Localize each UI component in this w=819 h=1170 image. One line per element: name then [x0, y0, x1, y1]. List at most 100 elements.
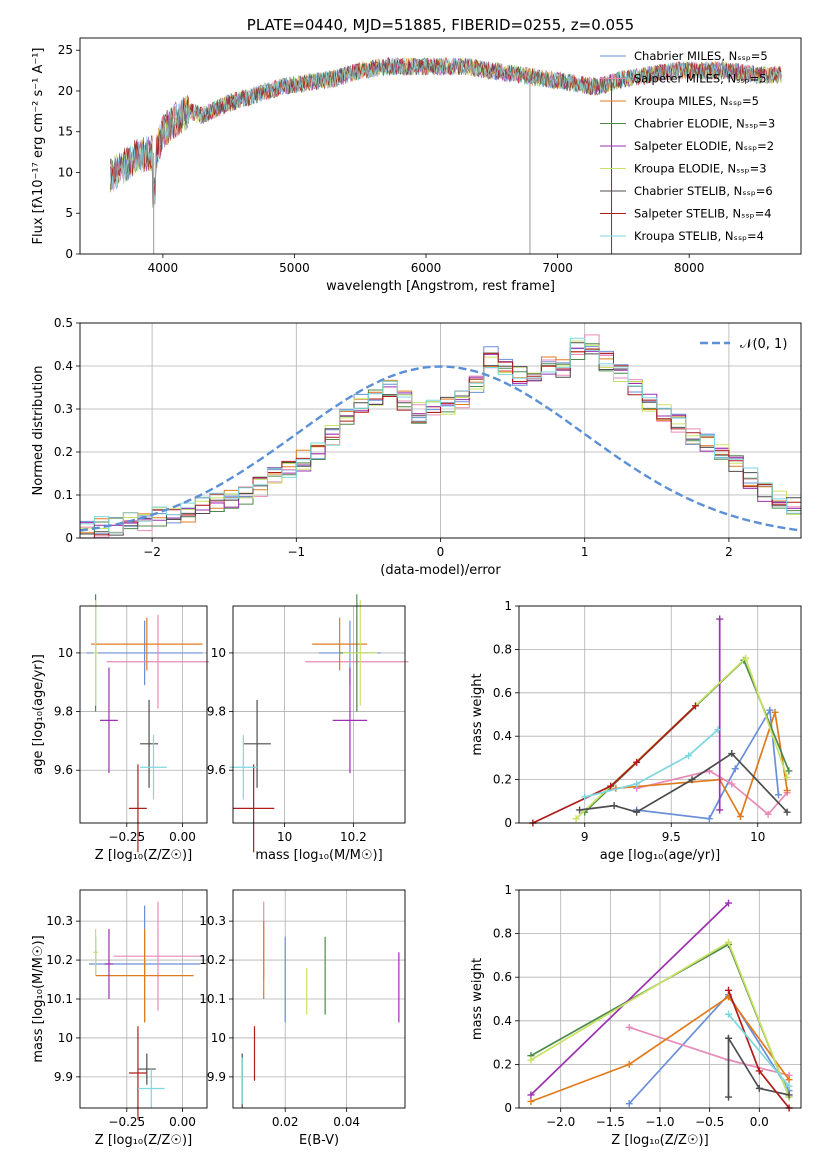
weight-marker — [691, 702, 699, 710]
y-axis-label: mass weight — [470, 673, 485, 755]
y-tick-label: 9.9 — [54, 1070, 73, 1084]
axes-frame — [79, 605, 208, 824]
weight-marker — [731, 765, 739, 773]
weight-marker — [775, 791, 783, 799]
y-tick-label: 15 — [58, 125, 73, 139]
x-tick-label: −1.0 — [645, 1115, 674, 1129]
y-tick-label: 9.8 — [207, 705, 226, 719]
y-tick-label: 10.1 — [199, 992, 226, 1006]
y-tick-label: 10.3 — [199, 914, 226, 928]
weight-marker — [725, 1093, 733, 1101]
normal-curve — [79, 365, 802, 532]
weight-marker — [725, 938, 733, 946]
axes-frame — [232, 605, 406, 824]
y-tick-label: 25 — [58, 43, 73, 57]
weight-marker — [625, 1023, 633, 1031]
legend-entry: Kroupa ELODIE, Nₛₛₚ=3 — [634, 162, 767, 176]
x-tick-label: −0.25 — [108, 830, 145, 844]
x-tick-label: 5000 — [279, 261, 310, 275]
x-tick-label: −2.0 — [546, 1115, 575, 1129]
x-axis-label: Z [log₁₀(Z/Z☉)] — [95, 1133, 192, 1148]
panel-8: −2.0 −1.5 −1.0 −0.5 0.0 0 0.2 0.4 0.6 0.8 1 Z [log₁… — [470, 883, 802, 1148]
x-tick-label: 0.02 — [272, 1115, 299, 1129]
weight-line — [636, 769, 788, 816]
weight-marker — [755, 1084, 763, 1092]
weight-marker — [728, 780, 736, 788]
panel-2: −2 −1 0 1 2 0 0.1 0.2 0.3 0.4 0.5 (data-model)/erro… — [31, 316, 802, 578]
x-tick-label: 1 — [581, 545, 589, 559]
y-tick-label: 0.4 — [493, 1014, 512, 1028]
y-tick-label: 20 — [58, 84, 73, 98]
y-tick-label: 0 — [65, 531, 73, 545]
legend-entry: Kroupa MILES, Nₛₛₚ=5 — [634, 94, 759, 108]
legend-entry: 𝒩(0, 1) — [740, 337, 787, 352]
x-tick-label: 4000 — [148, 261, 179, 275]
plot-area — [79, 334, 802, 539]
x-tick-label: 7000 — [542, 261, 573, 275]
panel-1: 4000 5000 6000 7000 8000 0 5 10 15 20 25 wavelength… — [31, 16, 802, 294]
x-tick-label: 0.00 — [169, 1115, 196, 1129]
spectrum-line — [110, 56, 782, 209]
weight-line — [532, 705, 697, 824]
axes-frame — [518, 889, 802, 1109]
y-tick-label: 0.6 — [493, 686, 512, 700]
y-tick-label: 10.2 — [46, 953, 73, 967]
weight-marker — [607, 782, 615, 790]
y-tick-label: 10 — [58, 1031, 73, 1045]
weight-marker — [625, 1100, 633, 1108]
x-tick-label: 2 — [725, 545, 733, 559]
plot-area — [241, 901, 400, 1108]
y-axis-label: Flux [fλ10⁻¹⁷ erg cm⁻² s⁻¹ A⁻¹] — [31, 48, 46, 245]
x-tick-label: 6000 — [411, 261, 442, 275]
weight-marker — [572, 815, 580, 823]
plot-area — [86, 594, 210, 853]
weight-marker — [581, 793, 589, 801]
y-axis-label: mass [log₁₀(M/M☉)] — [31, 935, 46, 1062]
y-tick-label: 1 — [504, 883, 512, 897]
weight-marker — [688, 776, 696, 784]
x-tick-label: 10.2 — [340, 830, 367, 844]
y-tick-label: 10.2 — [199, 953, 226, 967]
weight-marker — [527, 1056, 535, 1064]
weight-marker — [527, 1091, 535, 1099]
y-tick-label: 10.3 — [46, 914, 73, 928]
x-tick-label: 0.0 — [750, 1115, 769, 1129]
y-axis-label: Normed distribution — [31, 366, 46, 496]
weight-marker — [633, 780, 641, 788]
x-axis-label: (data-model)/error — [380, 563, 501, 578]
legend-entry: Salpeter MILES, Nₛₛₚ=5 — [634, 72, 767, 86]
weight-marker — [785, 1082, 793, 1090]
weight-marker — [766, 706, 774, 714]
y-tick-label: 9.8 — [54, 705, 73, 719]
x-tick-label: −2 — [143, 545, 161, 559]
weight-marker — [725, 1010, 733, 1018]
weight-marker — [771, 708, 779, 716]
plot-area — [88, 901, 203, 1120]
weight-marker — [785, 1076, 793, 1084]
x-tick-label: 9.5 — [662, 830, 681, 844]
x-tick-label: 0.04 — [333, 1115, 360, 1129]
y-tick-label: 5 — [65, 206, 73, 220]
weight-marker — [785, 767, 793, 775]
x-tick-label: 10 — [750, 830, 765, 844]
legend-entry: Chabrier ELODIE, Nₛₛₚ=3 — [634, 117, 775, 131]
x-tick-label: −1 — [287, 545, 305, 559]
weight-marker — [783, 786, 791, 794]
panel-4: 10 10.2 9.6 9.8 10 mass [log₁₀(M/M☉)] — [207, 594, 409, 863]
x-tick-label: 0 — [437, 545, 445, 559]
panel-5: 9 9.5 10 0 0.2 0.4 0.6 0.8 1 age [log₁₀(age/yr)] m… — [470, 599, 802, 863]
panel-3: −0.25 0.00 9.6 9.8 10 Z [log₁₀(Z/Z☉)] age [log… — [31, 594, 210, 863]
y-tick-label: 10 — [211, 646, 226, 660]
weight-marker — [625, 1060, 633, 1068]
axes-frame — [79, 889, 208, 1109]
histogram-series — [80, 337, 801, 534]
weight-line — [575, 656, 789, 820]
x-tick-label: −1.5 — [596, 1115, 625, 1129]
weight-line — [530, 902, 730, 1096]
weight-marker — [725, 899, 733, 907]
weight-line — [615, 712, 789, 819]
y-tick-label: 9.6 — [54, 763, 73, 777]
weight-line — [584, 729, 719, 798]
weight-marker — [714, 726, 722, 734]
